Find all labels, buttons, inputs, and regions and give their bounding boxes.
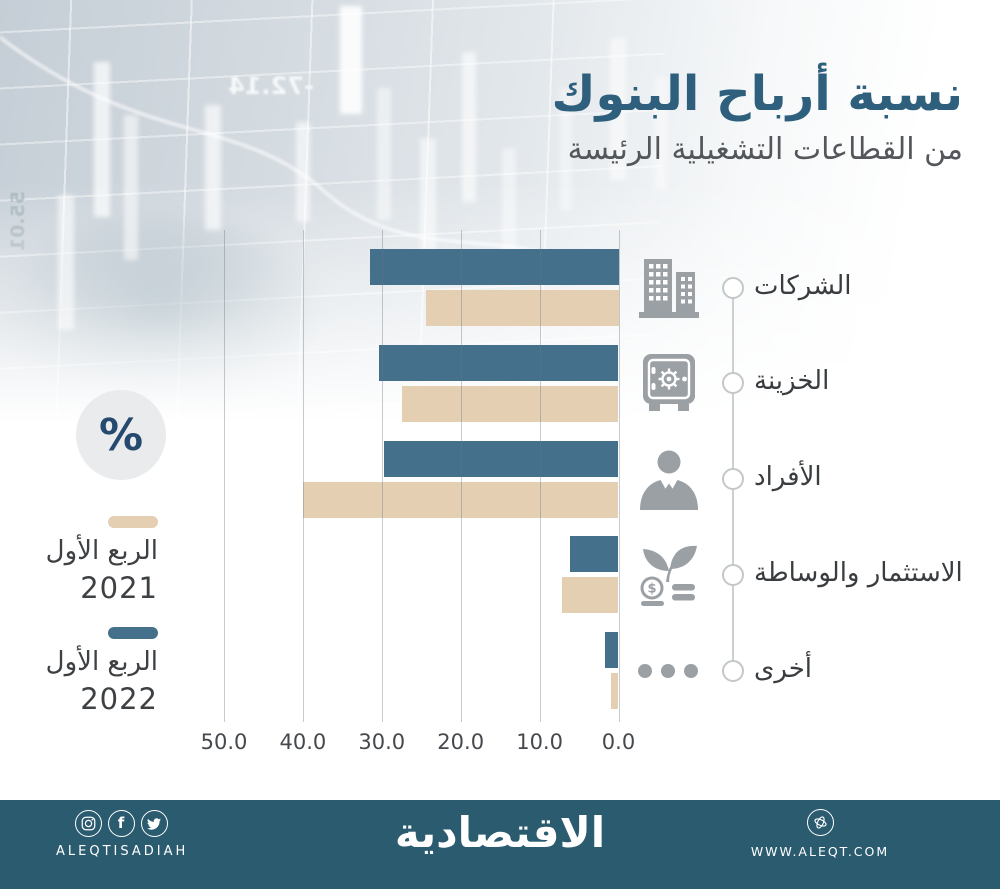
person-icon [630,441,708,517]
dots-icon [630,633,708,709]
social-icons-row: f [56,810,186,837]
bar-q1-2021 [402,385,619,422]
bar-q1-2021 [302,481,619,518]
page-title: نسبة أرباح البنوك [551,66,963,122]
percent-badge: % [76,390,166,480]
legend-swatch-2021 [108,516,158,528]
candlestick [420,138,436,250]
website-group: WWW.ALEQT.COM [740,809,900,859]
timeline-node [722,563,744,586]
x-tick-label: 0.0 [601,730,636,754]
candlestick [377,88,391,220]
x-tick-label: 50.0 [200,730,248,754]
candlestick [340,6,362,114]
x-tick-label: 10.0 [516,730,563,754]
bar-q1-2022 [378,344,619,381]
gridline [381,230,383,722]
globe-icon[interactable] [806,809,834,836]
bar-q1-2022 [384,440,619,477]
timeline-node [722,372,744,395]
gridline [302,230,304,722]
candlestick [560,88,572,210]
candlestick [610,38,626,180]
timeline-node [722,468,744,491]
bar-q1-2022 [605,632,619,669]
category-label: الاستثمار والوساطة [754,557,963,588]
brand-logo: الاقتصادية [394,808,606,857]
bar-q1-2021 [561,577,619,614]
candlestick [124,115,138,260]
background-photo: -72.14 55.01 [0,0,1000,432]
candlestick [296,122,310,222]
twitter-icon[interactable] [140,810,168,837]
candlestick [58,195,74,330]
gridline [618,230,620,722]
legend-item-2021: الربع الأول 2021 [0,516,158,605]
facebook-icon[interactable]: f [107,810,135,837]
social-handle: ALEQTISADIAH [56,844,189,859]
candlestick [655,78,667,190]
x-tick-label: 30.0 [358,730,406,754]
x-tick-label: 20.0 [437,730,485,754]
candlestick [462,52,476,202]
gridline [224,230,225,722]
legend-swatch-2022 [108,627,158,639]
title-block: نسبة أرباح البنوك من القطاعات التشغيلية … [551,66,963,167]
website-url[interactable]: WWW.ALEQT.COM [750,844,890,859]
legend-year: 2021 [80,570,158,605]
safe-icon [630,345,708,421]
category-label: الشركات [754,270,852,301]
building-icon [630,250,708,326]
bar-q1-2021 [426,290,619,326]
legend-label: الربع الأول [45,647,158,677]
category-label: الأفراد [754,462,822,493]
x-tick-label: 40.0 [279,730,327,754]
timeline-node [722,276,744,299]
gridline [460,230,462,722]
gridline [539,230,541,722]
svg-text:$: $ [647,581,656,596]
timeline-node [722,659,744,682]
bar-q1-2021 [610,673,619,710]
footer: f ALEQTISADIAH الاقتصادية WWW.AL [0,800,1000,889]
bar-q1-2022 [570,536,619,573]
legend-year: 2022 [80,681,158,716]
social-group: f ALEQTISADIAH [56,810,186,859]
category-label: الخزينة [754,366,830,397]
background-trend-line [0,34,576,264]
category-label: أخرى [754,653,812,684]
candlestick [502,148,516,260]
instagram-icon[interactable] [74,810,102,837]
page-subtitle: من القطاعات التشغيلية الرئيسة [567,131,963,167]
bar-q1-2022 [370,249,619,285]
investment-icon: $ [630,537,708,613]
percent-symbol: % [98,409,144,461]
legend-item-2022: الربع الأول 2022 [0,627,158,716]
legend-label: الربع الأول [45,536,158,566]
